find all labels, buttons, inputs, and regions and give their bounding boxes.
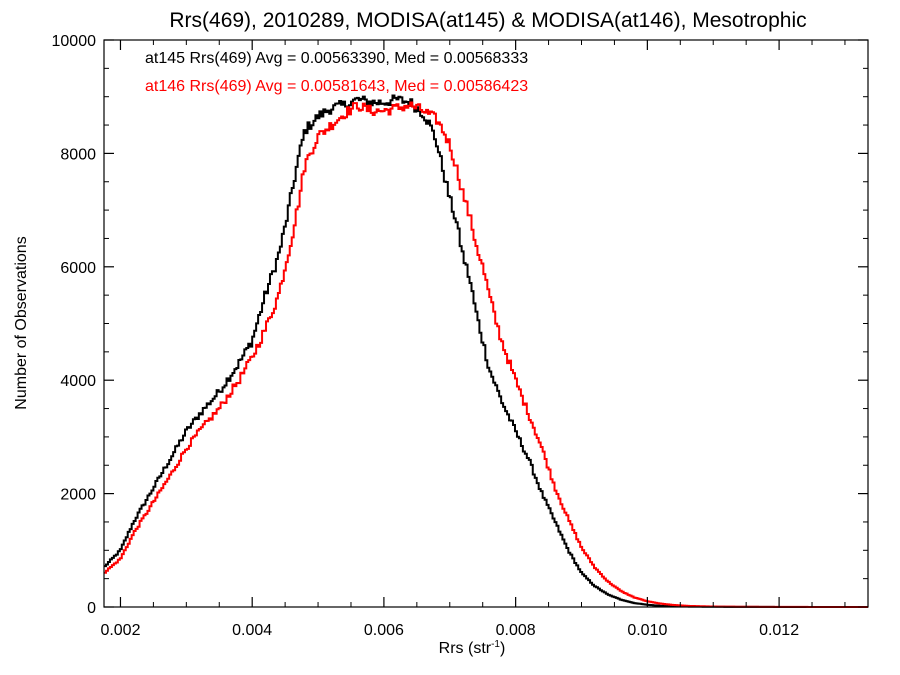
x-axis-label-close: ) bbox=[500, 640, 505, 657]
y-tick-label-0: 0 bbox=[87, 600, 96, 617]
plot-frame bbox=[103, 39, 869, 608]
x-axis-label-superscript: -1 bbox=[491, 639, 500, 650]
x-tick-label-0: 0.002 bbox=[100, 622, 140, 639]
x-axis-label-text: Rrs (str bbox=[439, 640, 492, 657]
plot-series bbox=[104, 94, 868, 608]
y-axis-label: Number of Observations bbox=[13, 236, 30, 409]
y-axis: 0 2000 4000 6000 8000 10000 bbox=[52, 33, 868, 617]
y-tick-label-4: 8000 bbox=[60, 146, 96, 163]
legend-entry-at145: at145 Rrs(469) Avg = 0.00563390, Med = 0… bbox=[145, 50, 528, 67]
chart-title: Rrs(469), 2010289, MODISA(at145) & MODIS… bbox=[169, 9, 806, 32]
series-line-at145 bbox=[104, 94, 868, 608]
legend-entry-at146: at146 Rrs(469) Avg = 0.00581643, Med = 0… bbox=[145, 78, 528, 95]
x-tick-label-5: 0.012 bbox=[759, 622, 799, 639]
y-tick-label-1: 2000 bbox=[60, 487, 96, 504]
y-tick-label-5: 10000 bbox=[52, 33, 97, 50]
x-tick-label-2: 0.006 bbox=[364, 622, 404, 639]
y-tick-label-3: 6000 bbox=[60, 260, 96, 277]
x-tick-label-3: 0.008 bbox=[496, 622, 536, 639]
x-tick-label-1: 0.004 bbox=[232, 622, 272, 639]
x-tick-label-4: 0.010 bbox=[627, 622, 667, 639]
x-axis: 0.002 0.004 0.006 0.008 0.010 0.012 bbox=[100, 40, 846, 639]
y-tick-label-2: 4000 bbox=[60, 373, 96, 390]
x-axis-label: Rrs (str-1) bbox=[439, 639, 506, 657]
